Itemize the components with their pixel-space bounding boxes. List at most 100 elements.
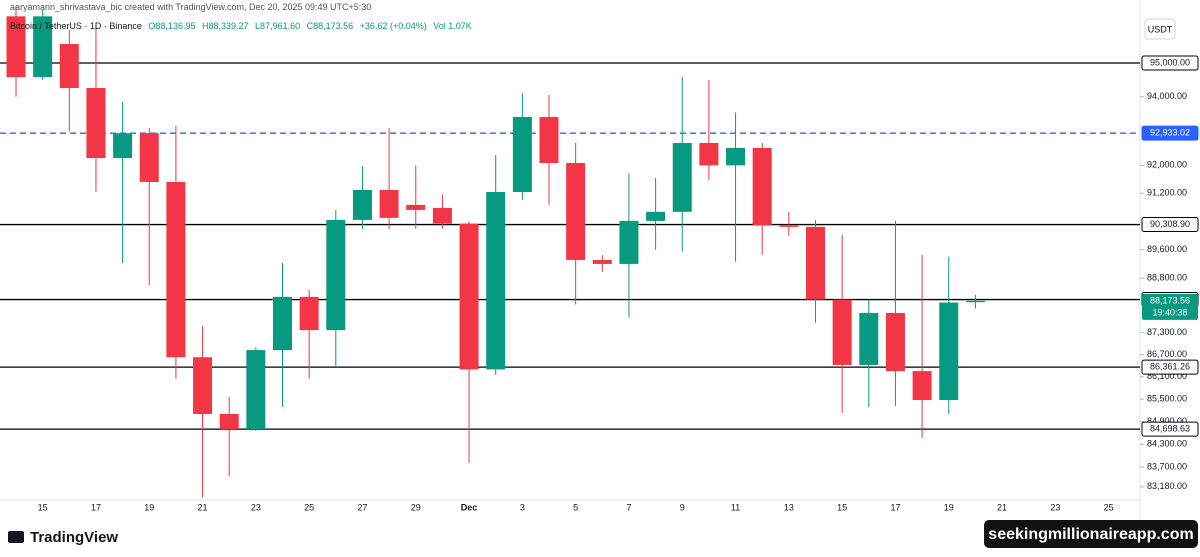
candle-body [752,147,772,226]
y-tick-label: 84,300.00 [1147,439,1187,449]
candle [33,9,53,80]
candle [326,209,346,368]
logo-mark [8,531,24,543]
candle-body [486,191,506,370]
candle [779,211,799,236]
x-tick-label: 9 [680,502,685,512]
legend-row: Bitcoin / TetherUS · 1D · Binance O88,13… [10,21,476,31]
x-tick-label: 19 [144,502,154,512]
candle-body [779,225,799,227]
price-label: 84,698.63 [1150,424,1190,434]
candle-body [566,163,586,260]
x-tick-label: 11 [731,502,740,512]
y-tick-label: 86,700.00 [1147,349,1187,359]
candle [6,6,26,97]
candle-body [912,371,932,400]
candle-body [379,189,399,218]
footer: TradingView seekingmillionaireapp.com [8,520,1198,548]
candle [806,219,825,323]
candle [86,25,106,193]
candle-body [939,302,959,400]
x-tick-label: 19 [944,502,954,512]
candle [432,194,452,229]
x-tick-label: 17 [890,502,900,512]
price-label: 92,933.02 [1150,128,1190,138]
logo-text: TradingView [30,529,118,546]
price-label-box [1141,55,1199,71]
candle [512,93,532,200]
price-label: 95,000.00 [1150,57,1190,67]
candle [965,294,985,309]
currency: USDT [1148,24,1173,34]
attribution: aaryamann_shrivastava_bic created with T… [10,2,372,12]
candle-body [459,223,479,370]
watermark-box [984,520,1198,548]
y-tick-label: 88,800.00 [1147,273,1187,283]
x-tick-label: 25 [304,502,314,512]
y-tick-label: 89,600.00 [1147,244,1187,254]
candle [352,166,372,230]
y-tick-label: 86,100.00 [1147,371,1187,381]
y-tick-label: 87,300.00 [1147,327,1187,337]
x-tick-label: 15 [38,502,48,512]
candle-body [832,299,852,365]
candle-body [432,207,452,224]
candle-body [859,312,879,365]
candle [113,101,133,263]
candle [699,80,719,181]
candle [885,220,905,406]
currency-box[interactable] [1144,18,1176,40]
price-label: 90,308.90 [1150,219,1190,229]
candle [726,112,746,262]
candle-body [619,220,639,264]
candle-body [699,142,719,166]
candle-body [139,133,159,182]
ohlc-low: L87,961.60 [255,21,301,31]
x-tick-label: 23 [251,502,261,512]
x-tick-label: Dec [461,502,478,512]
candle [459,221,479,464]
candle-body [406,204,426,210]
x-tick-label: 23 [1050,502,1060,512]
candle [566,142,586,305]
candle [59,29,79,132]
watermark: seekingmillionaireapp.com [988,526,1193,543]
countdown: 19:40:38 [1152,307,1187,317]
x-tick-label: 25 [1104,502,1114,512]
candle [379,127,399,230]
candle-body [672,142,692,212]
candle [219,396,239,477]
candle-body [6,16,26,78]
candle-body [326,219,346,331]
x-tick-label: 21 [997,502,1007,512]
candle [832,234,852,413]
price-label-box [1141,125,1199,141]
x-tick-label: 17 [91,502,101,512]
change: +36.62 (+0.04%) [359,21,427,31]
x-tick-label: 21 [198,502,208,512]
y-tick-label: 83,180.00 [1147,481,1187,491]
candle [193,326,213,498]
candle-body [885,312,905,372]
candle [912,254,932,439]
candle [539,95,559,205]
candle-body [113,133,133,158]
candle-body [86,88,106,158]
candle [486,154,506,375]
price-label-box [1141,359,1199,375]
candle [166,125,186,379]
candle [672,76,692,252]
candle [619,172,639,318]
candle [299,289,319,379]
candle-body [539,116,559,164]
candle [273,262,292,407]
candle-body [726,147,746,166]
last-price-box [1142,293,1198,320]
price-label: 86,361.26 [1150,362,1190,372]
candle-body [166,181,186,358]
y-tick-label: 94,000.00 [1147,91,1187,101]
candle [592,254,612,272]
candle-body [352,189,372,220]
